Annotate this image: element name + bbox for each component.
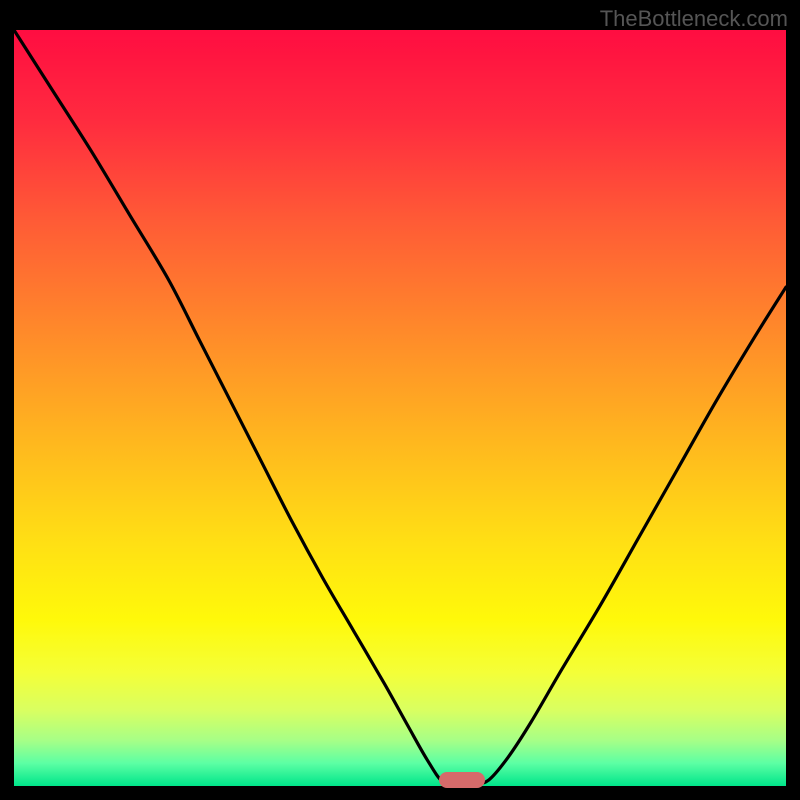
chart-container: TheBottleneck.com — [0, 0, 800, 800]
plot-area — [14, 30, 786, 786]
watermark-text: TheBottleneck.com — [600, 6, 788, 32]
bottleneck-curve — [14, 30, 786, 786]
optimal-point-marker — [439, 772, 485, 787]
